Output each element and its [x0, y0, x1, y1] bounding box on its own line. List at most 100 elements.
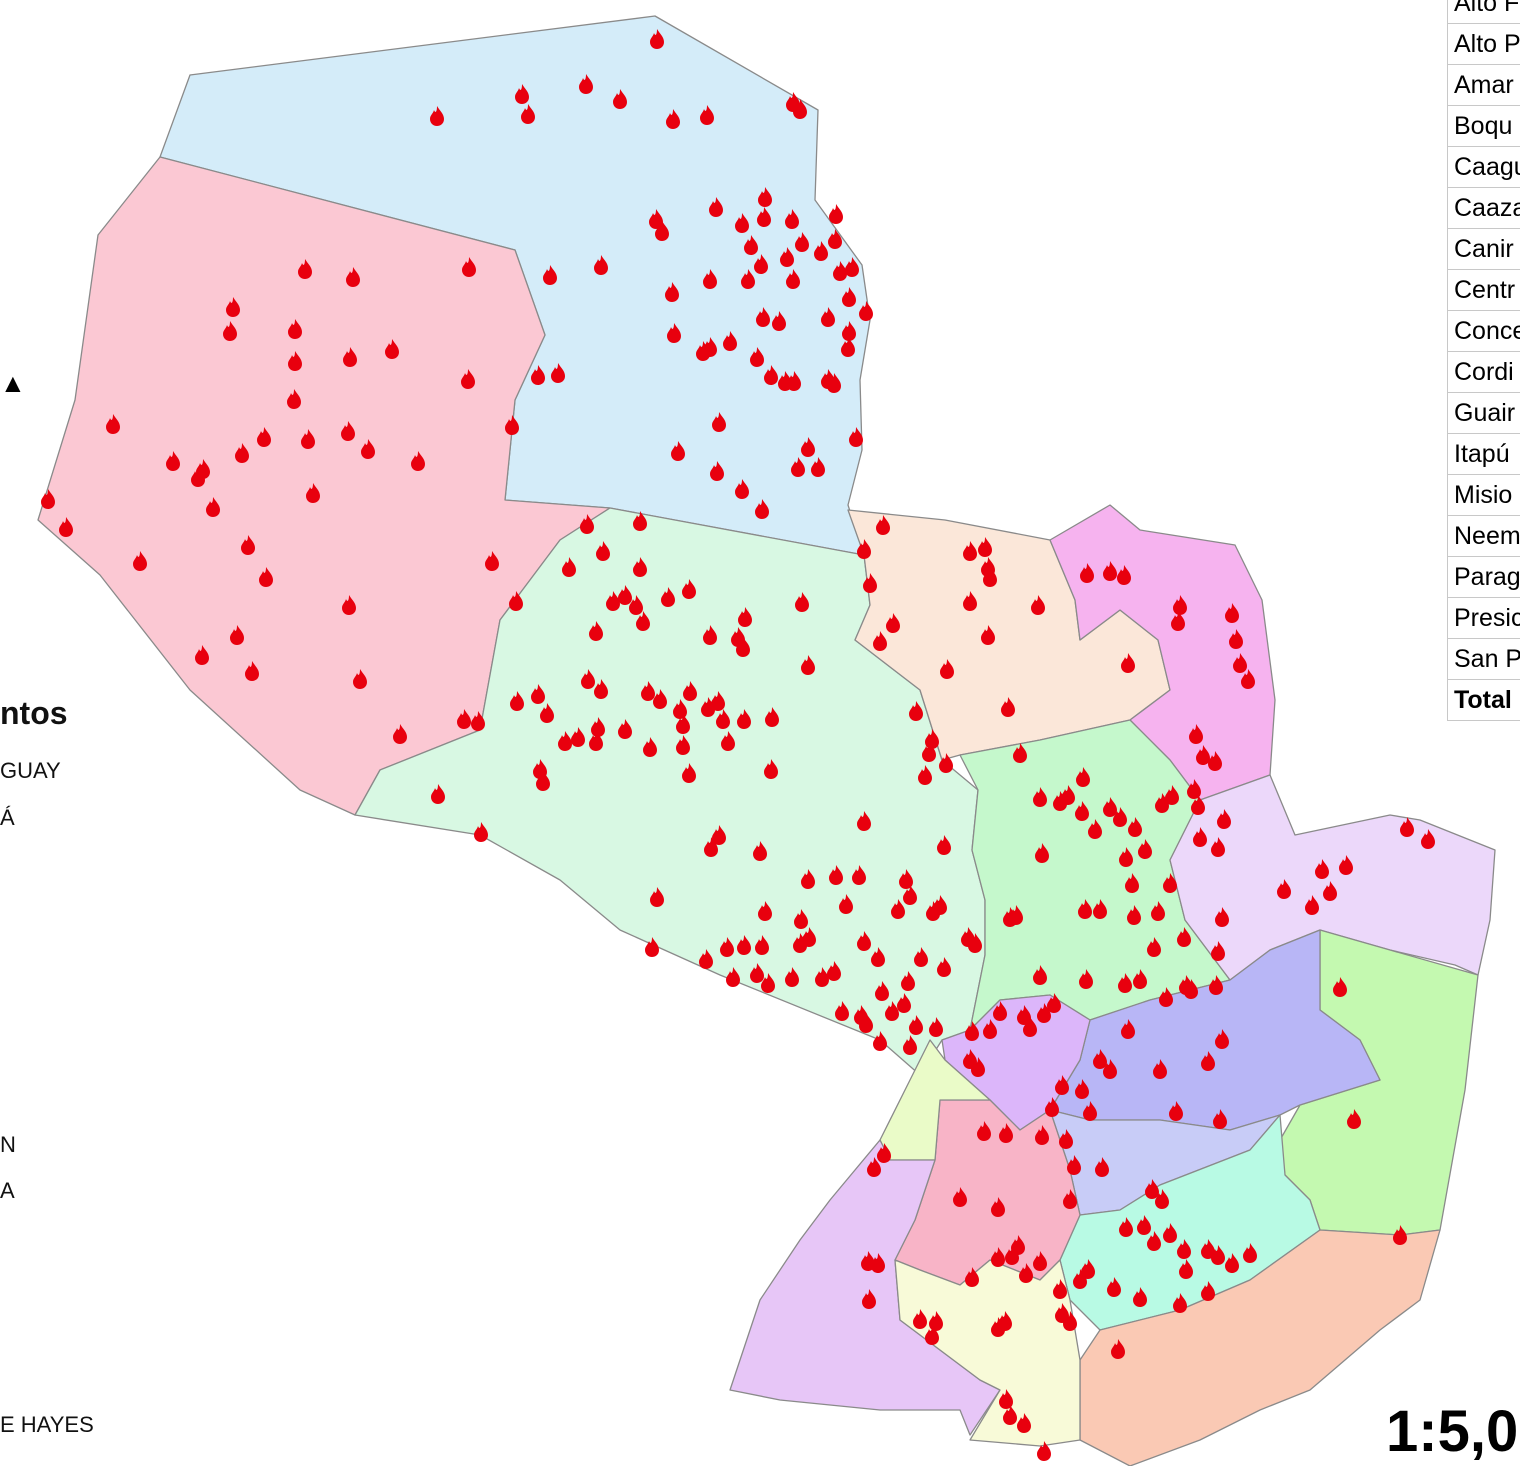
fire-icon [867, 1157, 881, 1177]
fire-icon [926, 901, 940, 921]
fire-icon [195, 645, 209, 665]
fire-icon [897, 993, 911, 1013]
fire-icon [226, 297, 240, 317]
department-row: Conce [1447, 310, 1520, 352]
fire-icon [786, 269, 800, 289]
fire-icon [756, 307, 770, 327]
fire-icon [963, 591, 977, 611]
region-salmon [1079, 1229, 1441, 1466]
fire-icon [1078, 899, 1092, 919]
fire-icon [1201, 1239, 1215, 1259]
fire-icon [814, 241, 828, 261]
fire-icon [891, 899, 905, 919]
department-name: Parag [1447, 556, 1520, 598]
department-row: Alto F [1447, 0, 1520, 24]
department-row: Itapú [1447, 433, 1520, 475]
fire-icon [1088, 819, 1102, 839]
fire-icon [737, 935, 751, 955]
fire-icon [736, 637, 750, 657]
fire-icon [1339, 855, 1353, 875]
fire-icon [755, 499, 769, 519]
fire-icon [649, 209, 663, 229]
fire-icon [558, 731, 572, 751]
fire-icon [839, 894, 853, 914]
fire-icon [594, 679, 608, 699]
fire-icon [772, 311, 786, 331]
department-name: Conce [1447, 310, 1520, 352]
fire-icon [862, 1289, 876, 1309]
fire-icon [965, 1021, 979, 1041]
fire-icon [1173, 595, 1187, 615]
fire-icon [710, 461, 724, 481]
department-row: Caaza [1447, 187, 1520, 229]
fire-icon [802, 927, 816, 947]
fire-icon [876, 515, 890, 535]
fire-icon [731, 627, 745, 647]
fire-icon [1103, 1059, 1117, 1079]
total-row: Total [1447, 679, 1520, 721]
fire-icon [1393, 1225, 1407, 1245]
fire-icon [712, 412, 726, 432]
fire-icon [801, 437, 815, 457]
fire-icon [411, 451, 425, 471]
department-row: Caagu [1447, 146, 1520, 188]
fire-icon [1147, 1231, 1161, 1251]
fire-icon [683, 681, 697, 701]
fire-icon [741, 269, 755, 289]
fire-icon [815, 967, 829, 987]
department-row: Amar [1447, 64, 1520, 106]
fire-icon [1133, 1287, 1147, 1307]
fire-icon [343, 347, 357, 367]
fire-icon [1059, 1129, 1073, 1149]
fire-icon [1233, 653, 1247, 673]
fire-icon [811, 457, 825, 477]
fire-icon [993, 1001, 1007, 1021]
fire-icon [1001, 697, 1015, 717]
fire-icon [257, 427, 271, 447]
fire-icon [596, 541, 610, 561]
fire-icon [1118, 973, 1132, 993]
fire-icon [1121, 1019, 1135, 1039]
fire-icon [716, 709, 730, 729]
fire-icon [829, 865, 843, 885]
fire-icon [835, 1001, 849, 1021]
fire-icon [650, 29, 664, 49]
fire-icon [485, 551, 499, 571]
fire-icon [1045, 1097, 1059, 1117]
fire-icon [983, 567, 997, 587]
legend-item: Á [0, 805, 15, 830]
fire-icon [795, 592, 809, 612]
fire-icon [1063, 1189, 1077, 1209]
fire-icon [925, 1325, 939, 1345]
fire-icon [1033, 965, 1047, 985]
fire-icon [431, 784, 445, 804]
fire-icon [765, 707, 779, 727]
fire-icon [581, 669, 595, 689]
department-row: Boqu [1447, 105, 1520, 147]
legend-item: E HAYES [0, 1412, 94, 1437]
fire-icon [1147, 937, 1161, 957]
fire-icon [1075, 801, 1089, 821]
fire-icon [922, 742, 936, 762]
fire-icon [991, 1247, 1005, 1267]
fire-icon [1184, 979, 1198, 999]
department-name: Caaza [1447, 187, 1520, 229]
department-name: Alto P [1447, 23, 1520, 65]
legend-item: N [0, 1132, 16, 1157]
fire-icon [1133, 969, 1147, 989]
fire-icon [1055, 1075, 1069, 1095]
fire-icon [1103, 561, 1117, 581]
fire-icon [1083, 1101, 1097, 1121]
fire-icon [1177, 1239, 1191, 1259]
fire-icon [1189, 724, 1203, 744]
total-label: Total [1447, 679, 1520, 721]
fire-icon [999, 1123, 1013, 1143]
fire-icon [393, 724, 407, 744]
fire-icon [859, 1013, 873, 1033]
fire-markers [41, 29, 1435, 1461]
fire-icon [965, 1267, 979, 1287]
fire-icon [1075, 1079, 1089, 1099]
fire-icon [1208, 751, 1222, 771]
fire-icon [667, 323, 681, 343]
